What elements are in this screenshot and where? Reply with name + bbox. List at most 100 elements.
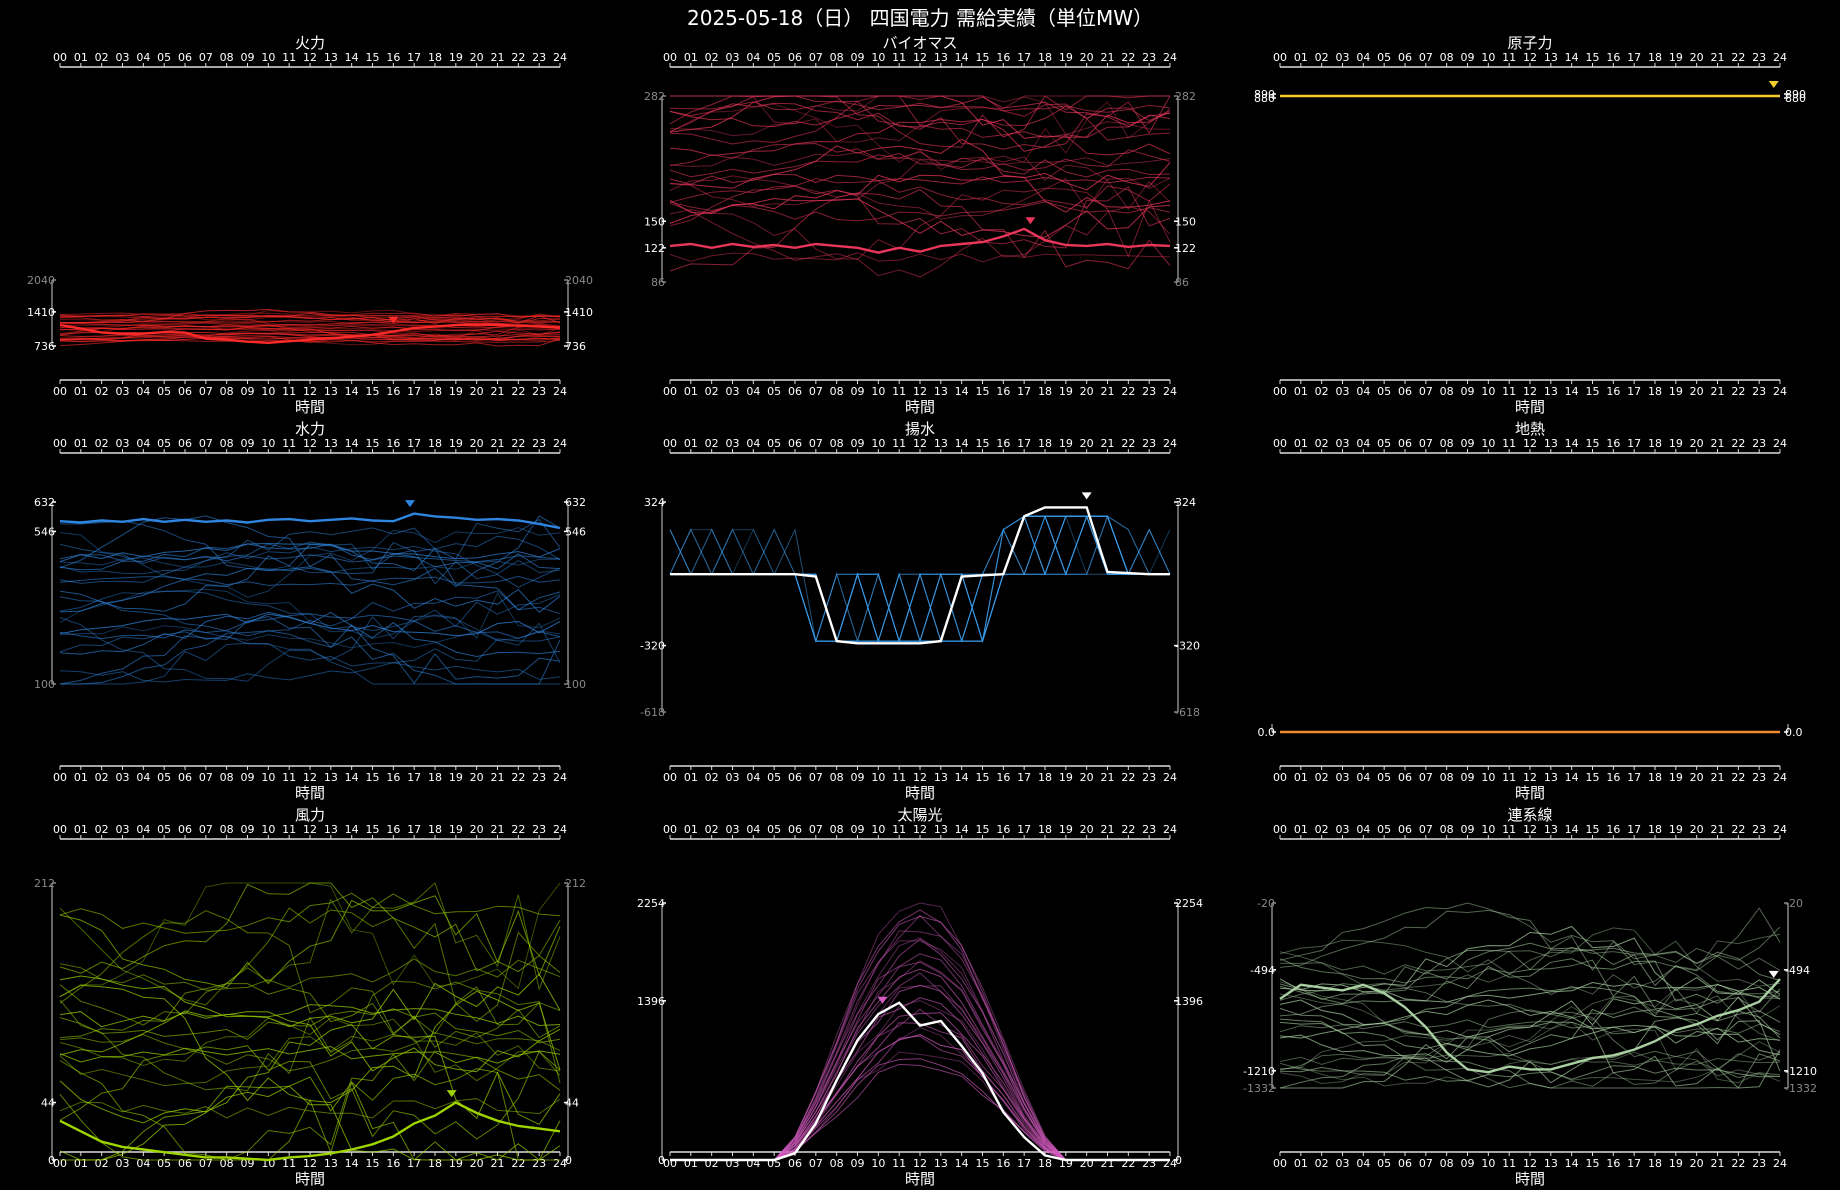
x-tick-label: 18 (1648, 51, 1662, 64)
x-tick-label: 14 (955, 385, 969, 398)
history-line (1279, 1017, 1781, 1088)
history-line (59, 983, 561, 1048)
history-line (1279, 1051, 1781, 1087)
x-tick-label: 18 (428, 1157, 442, 1170)
x-tick-label: 19 (449, 51, 463, 64)
x-tick-label: 16 (996, 771, 1010, 784)
x-tick-label: 16 (996, 385, 1010, 398)
x-tick-label: 05 (1377, 51, 1391, 64)
x-tick-label: 12 (913, 385, 927, 398)
x-tick-label: 06 (788, 385, 802, 398)
x-tick-label: 18 (428, 823, 442, 836)
x-tick-label: 10 (871, 823, 885, 836)
y-tick-label: 546 (565, 525, 586, 538)
y-tick-label: 890 (1785, 88, 1806, 101)
history-line (59, 336, 561, 347)
x-tick-label: 00 (1273, 771, 1287, 784)
history-line (669, 201, 1171, 222)
x-tick-label: 16 (996, 1157, 1010, 1170)
x-tick-label: 07 (1419, 771, 1433, 784)
x-tick-label: 09 (1461, 437, 1475, 450)
x-tick-label: 01 (1294, 823, 1308, 836)
y-tick-label: -320 (1175, 640, 1200, 653)
x-tick-label: 24 (1773, 51, 1787, 64)
x-tick-label: 08 (830, 1157, 844, 1170)
history-line (59, 566, 561, 613)
x-tick-label: 17 (407, 385, 421, 398)
x-tick-label: 02 (705, 823, 719, 836)
history-line (669, 96, 1171, 128)
history-line (59, 590, 561, 632)
x-tick-label: 24 (1163, 385, 1177, 398)
x-tick-label: 13 (324, 385, 338, 398)
history-line (670, 915, 1170, 1161)
history-line (670, 1063, 1170, 1161)
x-tick-label: 11 (282, 1157, 296, 1170)
x-axis-title: 時間 (1515, 398, 1545, 416)
x-tick-label: 07 (809, 385, 823, 398)
x-tick-label: 16 (386, 823, 400, 836)
history-line (1279, 902, 1781, 972)
x-tick-label: 00 (53, 385, 67, 398)
y-tick-label: 880 (1254, 92, 1275, 105)
x-tick-label: 00 (1273, 823, 1287, 836)
x-tick-label: 05 (767, 385, 781, 398)
history-line (669, 95, 1171, 139)
x-tick-label: 04 (1356, 823, 1370, 836)
x-tick-label: 07 (809, 1157, 823, 1170)
y-tick-label: 44 (565, 1097, 579, 1110)
x-tick-label: 03 (1336, 437, 1350, 450)
x-tick-label: 19 (1669, 771, 1683, 784)
x-tick-label: 23 (1752, 51, 1766, 64)
x-tick-label: 18 (1648, 385, 1662, 398)
x-tick-label: 01 (74, 771, 88, 784)
x-tick-label: 20 (1080, 771, 1094, 784)
history-line (670, 940, 1170, 1161)
x-tick-label: 20 (1690, 385, 1704, 398)
x-tick-label: 22 (1731, 823, 1745, 836)
series-line (59, 323, 561, 345)
x-axis-title: 時間 (295, 398, 325, 416)
x-tick-label: 18 (1648, 1157, 1662, 1170)
x-tick-label: 12 (913, 437, 927, 450)
x-tick-label: 00 (663, 51, 677, 64)
x-tick-label: 10 (1481, 771, 1495, 784)
history-line (670, 985, 1170, 1161)
y-tick-label: 2040 (565, 274, 593, 287)
history-line (59, 542, 561, 563)
history-line (59, 327, 561, 332)
peak-marker (1081, 492, 1092, 500)
history-line (669, 95, 1171, 145)
x-tick-label: 21 (1711, 51, 1725, 64)
x-tick-label: 14 (1565, 1157, 1579, 1170)
x-tick-label: 02 (705, 437, 719, 450)
x-tick-label: 00 (663, 385, 677, 398)
x-tick-label: 06 (178, 823, 192, 836)
x-tick-label: 16 (1606, 437, 1620, 450)
x-tick-label: 23 (1752, 385, 1766, 398)
y-tick-label: 282 (1175, 90, 1196, 103)
history-line (1279, 1065, 1781, 1082)
panel-title: 地熱 (1515, 420, 1545, 438)
history-line (669, 95, 1171, 139)
x-tick-label: 08 (1440, 823, 1454, 836)
x-tick-label: 18 (428, 51, 442, 64)
x-tick-label: 00 (53, 823, 67, 836)
x-tick-label: 06 (1398, 771, 1412, 784)
x-tick-label: 11 (282, 771, 296, 784)
x-tick-label: 05 (157, 51, 171, 64)
x-tick-label: 11 (1502, 1157, 1516, 1170)
x-tick-label: 08 (830, 771, 844, 784)
x-tick-label: 04 (1356, 771, 1370, 784)
x-tick-label: 24 (1773, 771, 1787, 784)
x-tick-label: 19 (1059, 385, 1073, 398)
x-tick-label: 13 (934, 437, 948, 450)
x-tick-label: 20 (470, 51, 484, 64)
x-tick-label: 09 (851, 51, 865, 64)
y-tick-label: 150 (644, 215, 665, 228)
history-line (59, 1098, 561, 1119)
x-tick-label: 15 (976, 823, 990, 836)
x-tick-label: 23 (532, 385, 546, 398)
history-line (59, 882, 561, 974)
history-line (59, 1017, 561, 1072)
